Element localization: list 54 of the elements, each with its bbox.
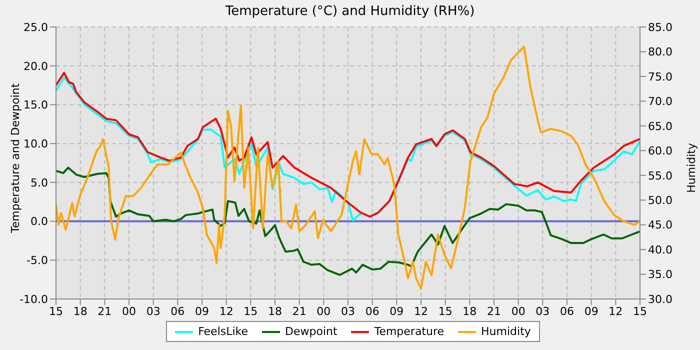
y-tick-label: -10.0 <box>20 292 48 306</box>
y2-tick-label: 70.0 <box>648 95 672 108</box>
x-tick-label: 15 <box>438 304 452 318</box>
line-series <box>56 166 640 276</box>
y-axis-title: Temperature and Dewpoint <box>8 82 22 234</box>
y2-tick-label: 75.0 <box>648 70 672 84</box>
x-tick-label: 12 <box>414 304 428 318</box>
y2-tick-label: 40.0 <box>648 243 672 256</box>
x-tick-label: 12 <box>219 304 234 318</box>
y-tick-label: 15.0 <box>24 98 48 112</box>
legend-label: FeelsLike <box>198 325 248 338</box>
y2-tick-label: 60.0 <box>648 144 672 158</box>
x-tick-label: 00 <box>511 304 526 318</box>
x-tick-label: 09 <box>584 304 598 318</box>
x-tick-label: 12 <box>608 304 623 318</box>
y2-tick-label: 80.0 <box>648 46 672 59</box>
x-tick-label: 06 <box>170 304 185 318</box>
x-tick-label: 03 <box>341 304 355 318</box>
y2-tick-label: 35.0 <box>648 268 672 282</box>
x-tick-label: 21 <box>487 304 501 318</box>
y-tick-label: 20.0 <box>24 60 48 73</box>
y2-axis-title: Humidity <box>684 142 698 193</box>
legend-label: Temperature <box>374 325 444 338</box>
x-tick-label: 15 <box>244 304 258 318</box>
x-tick-label: 06 <box>560 304 574 318</box>
x-tick-label: 00 <box>122 304 136 318</box>
x-tick-label: 21 <box>292 304 306 318</box>
x-tick-label: 09 <box>195 304 209 318</box>
y2-tick-label: 85.0 <box>648 20 672 34</box>
x-tick-label: 00 <box>316 304 331 318</box>
x-tick-label: 06 <box>365 304 380 318</box>
x-tick-label: 18 <box>268 304 282 318</box>
x-tick-label: 03 <box>536 304 550 318</box>
y2-tick-label: 30.0 <box>648 292 672 306</box>
chart-title: Temperature (°C) and Humidity (RH%) <box>224 4 476 19</box>
legend-label: Dewpoint <box>285 325 338 338</box>
y2-tick-label: 55.0 <box>648 169 672 182</box>
x-tick-label: 21 <box>98 304 112 318</box>
x-tick-label: 03 <box>146 304 160 318</box>
y-tick-label: 10.0 <box>24 137 48 150</box>
y2-tick-label: 45.0 <box>648 218 672 232</box>
x-tick-label: 18 <box>462 304 477 318</box>
y2-tick-label: 65.0 <box>648 120 672 133</box>
x-tick-label: 09 <box>390 304 404 318</box>
y2-tick-label: 50.0 <box>648 194 672 207</box>
y-tick-label: 25.0 <box>24 20 48 34</box>
x-tick-label: 18 <box>73 304 88 318</box>
line-series <box>56 46 640 290</box>
y-tick-label: 0.0 <box>30 215 48 228</box>
legend-label: Humidity <box>481 325 531 338</box>
x-tick-label: 15 <box>633 304 647 318</box>
x-tick-label: 15 <box>49 304 63 318</box>
y-tick-label: -5.0 <box>26 254 48 268</box>
y-tick-label: 5.0 <box>30 176 48 190</box>
